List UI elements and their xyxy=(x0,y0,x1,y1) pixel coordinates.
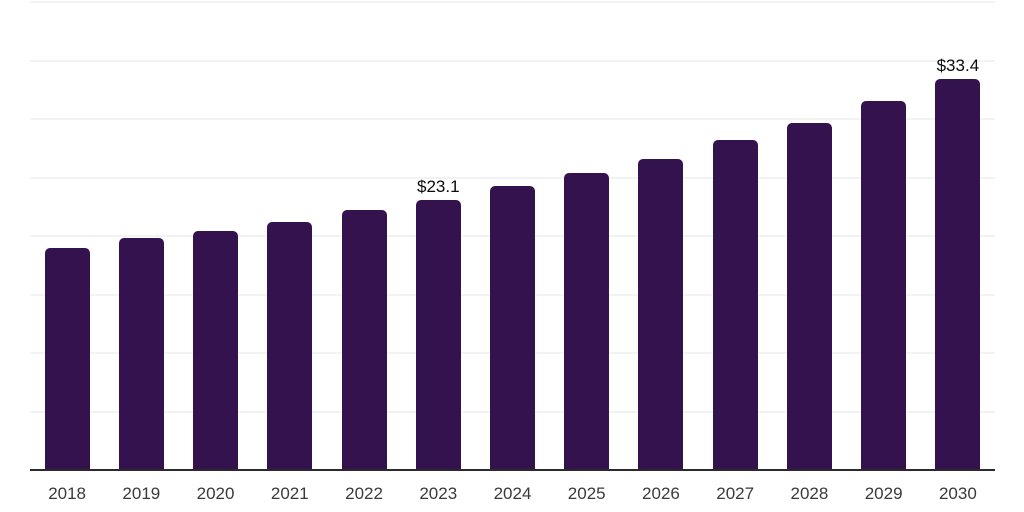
bar-2023 xyxy=(415,199,461,470)
x-tick-label-2018: 2018 xyxy=(48,484,87,503)
gridline xyxy=(30,59,995,62)
bar-2030 xyxy=(935,79,981,470)
bar-value-label-2023: $23.1 xyxy=(416,176,460,196)
gridline xyxy=(30,176,995,179)
x-tick-label-2030: 2030 xyxy=(938,484,977,503)
x-tick-label-2019: 2019 xyxy=(122,484,161,503)
x-tick-label-2025: 2025 xyxy=(567,484,606,503)
bar-2019 xyxy=(118,238,164,470)
x-tick-label-2022: 2022 xyxy=(345,484,383,503)
x-tick-label-2023: 2023 xyxy=(419,484,458,503)
bar-2018 xyxy=(44,247,90,470)
bar-2022 xyxy=(341,210,387,470)
gridline xyxy=(30,1,995,3)
x-tick-label-2028: 2028 xyxy=(790,484,829,503)
bar-2027 xyxy=(712,140,758,470)
x-tick-label-2021: 2021 xyxy=(270,484,309,503)
x-tick-label-2020: 2020 xyxy=(196,484,235,503)
x-tick-label-2029: 2029 xyxy=(864,484,903,503)
bar-value-label-2030: $33.4 xyxy=(936,56,980,76)
x-tick-label-2024: 2024 xyxy=(493,484,532,503)
x-tick-label-2026: 2026 xyxy=(642,484,680,503)
bar-2024 xyxy=(490,185,535,470)
bar-2028 xyxy=(786,122,832,470)
gridline xyxy=(30,118,995,120)
bar-2021 xyxy=(267,221,313,470)
bar-2026 xyxy=(638,158,684,470)
x-axis-line xyxy=(30,469,995,471)
bar-2025 xyxy=(564,172,610,470)
bar-2020 xyxy=(193,231,239,470)
bar-2029 xyxy=(861,101,907,470)
x-tick-label-2027: 2027 xyxy=(716,484,755,503)
